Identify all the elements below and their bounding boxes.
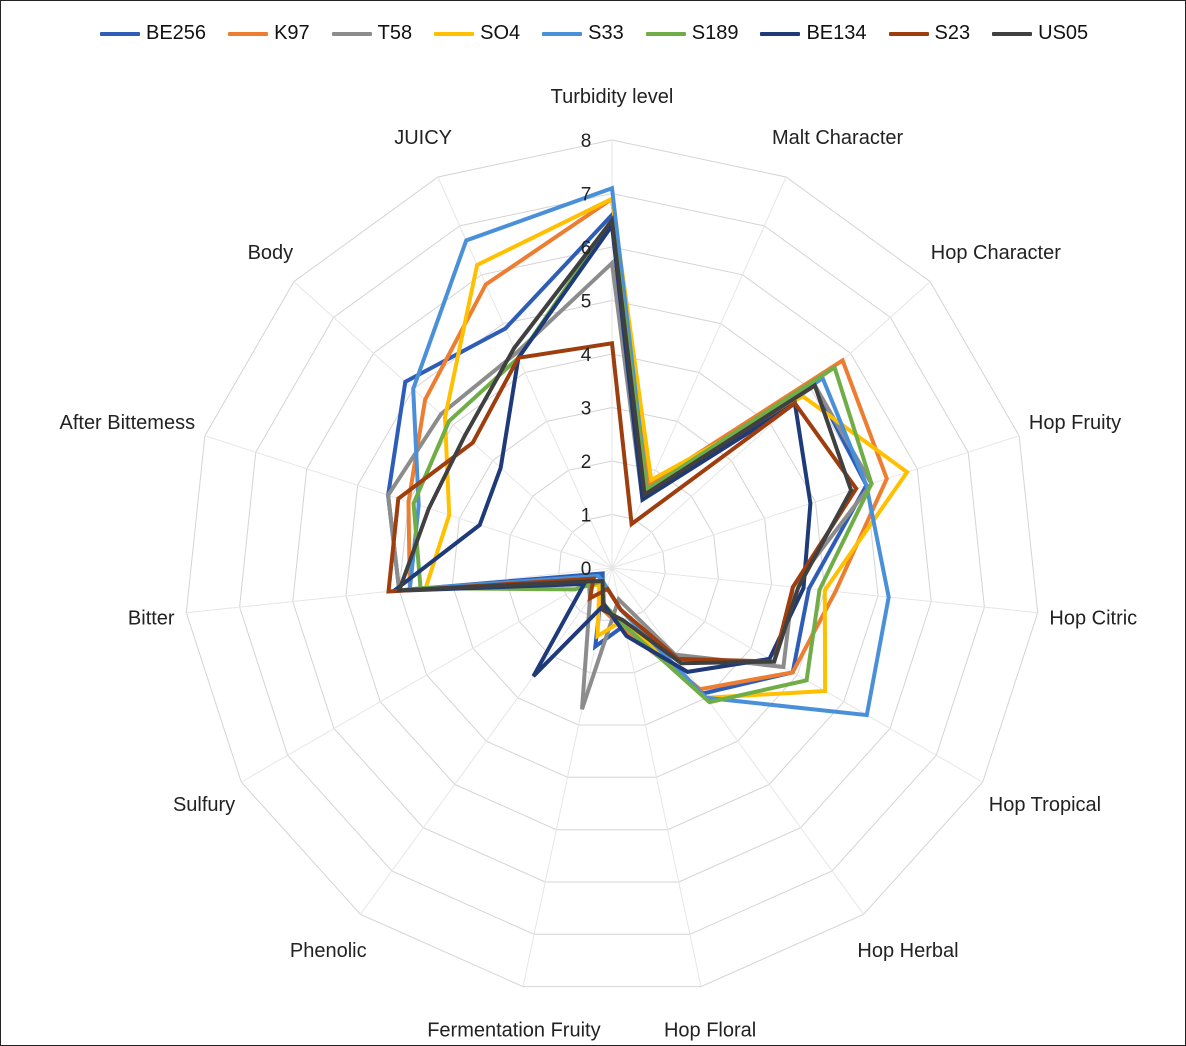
axis-label: Turbidity level — [551, 86, 674, 108]
axis-label: Hop Fruity — [1029, 412, 1121, 434]
grid-ring-5 — [345, 299, 879, 831]
legend-item-k97: K97 — [228, 22, 310, 45]
legend-swatch — [542, 31, 583, 36]
legend-label: BE256 — [146, 22, 207, 44]
legend-swatch — [760, 31, 801, 36]
series-line-be256 — [386, 210, 869, 696]
series-line-us05 — [396, 215, 854, 666]
spoke — [611, 567, 983, 783]
axis-label: Hop Herbal — [857, 940, 958, 962]
axis-label: Fermentation Fruity — [427, 1020, 600, 1042]
tick-label: 4 — [581, 345, 592, 366]
legend-label: S189 — [691, 22, 739, 44]
radar-spokes — [186, 140, 1038, 987]
axis-label: Body — [248, 242, 294, 264]
tick-label: 8 — [581, 131, 592, 152]
spoke — [293, 281, 613, 569]
axis-label: Phenolic — [290, 940, 367, 962]
legend-label: SO4 — [480, 22, 521, 44]
legend-swatch — [100, 31, 140, 36]
legend-label: T58 — [377, 22, 413, 44]
legend-label: BE134 — [806, 22, 867, 44]
spoke — [611, 567, 865, 915]
legend-label: US05 — [1038, 22, 1089, 44]
legend: BE256 K97 T58 SO4 S33 S189 BE134 S23 US05 — [100, 22, 1088, 45]
legend-swatch — [331, 31, 372, 36]
legend-item-s189: S189 — [645, 22, 739, 45]
legend-swatch — [228, 31, 269, 36]
axis-label: Hop Tropical — [989, 794, 1101, 816]
grid-ring-2 — [505, 460, 719, 674]
tick-label: 1 — [581, 506, 592, 527]
legend-item-t58: T58 — [331, 22, 413, 45]
series-line-be134 — [387, 220, 813, 678]
spoke — [241, 567, 613, 783]
legend-item-s33: S33 — [542, 22, 624, 45]
spoke — [611, 281, 931, 569]
axis-label: After Bittemess — [59, 412, 195, 434]
legend-label: K97 — [274, 22, 310, 44]
spoke — [611, 435, 1020, 569]
legend-swatch — [645, 31, 686, 36]
tick-label: 0 — [581, 559, 592, 580]
series-line-s23 — [386, 341, 859, 664]
grid-ring-7 — [239, 192, 985, 935]
grid-ring-3 — [451, 406, 773, 726]
axis-label: JUICY — [394, 127, 452, 149]
axis-label: Malt Character — [772, 127, 903, 149]
axis-label: Bitter — [128, 607, 175, 629]
axis-label: Sulfury — [173, 794, 235, 816]
radar-axis-labels: Turbidity level Malt Character Hop Charact… — [59, 86, 1137, 1042]
legend-item-so4: SO4 — [434, 22, 520, 45]
tick-label: 2 — [581, 452, 592, 473]
legend-item-be256: BE256 — [100, 22, 206, 45]
grid-ring-6 — [292, 246, 932, 883]
tick-label: 3 — [581, 399, 592, 420]
tick-label: 6 — [581, 238, 592, 259]
axis-label: Hop Character — [931, 242, 1061, 264]
tick-label: 7 — [581, 185, 592, 206]
legend-item-us05: US05 — [992, 22, 1088, 45]
legend-label: S33 — [588, 22, 624, 44]
legend-item-be134: BE134 — [760, 22, 867, 45]
radar-series — [386, 185, 910, 718]
radar-tick-labels: 0 1 2 3 4 5 6 7 8 — [581, 131, 592, 580]
legend-swatch — [888, 31, 929, 36]
legend-label: S23 — [934, 22, 971, 44]
legend-item-s23: S23 — [888, 22, 971, 45]
spoke — [359, 567, 613, 915]
legend-swatch — [434, 31, 475, 36]
axis-label: Hop Citric — [1049, 607, 1137, 629]
tick-label: 5 — [581, 292, 592, 313]
grid-ring-8 — [185, 139, 1039, 988]
legend-swatch — [992, 31, 1033, 36]
axis-label: Hop Floral — [664, 1020, 756, 1042]
